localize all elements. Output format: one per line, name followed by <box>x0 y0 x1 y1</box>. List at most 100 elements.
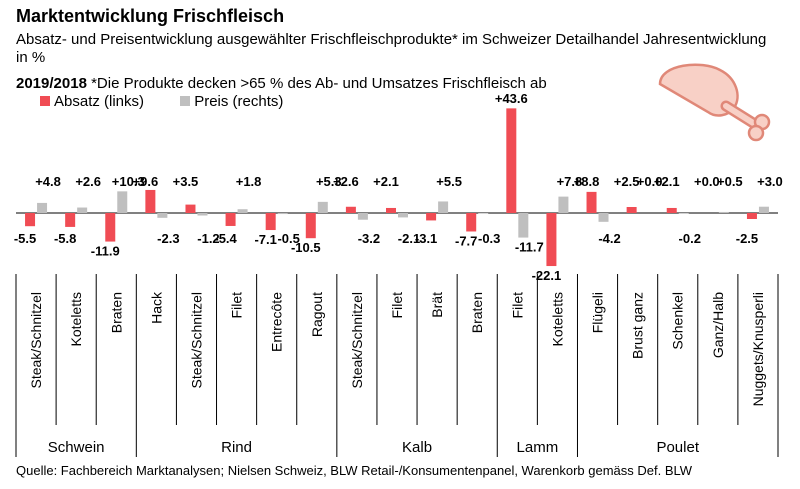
bar-preis-14 <box>598 213 609 222</box>
data-label-preis-6: -0.5 <box>277 231 299 246</box>
data-label-absatz-3: +9.6 <box>133 174 159 189</box>
category-label-6: Entrecôte <box>269 292 285 352</box>
data-label-absatz-11: -7.7 <box>455 233 477 248</box>
bar-absatz-11 <box>466 213 477 232</box>
bar-absatz-16 <box>666 207 677 213</box>
data-label-absatz-7: -10.5 <box>291 240 321 255</box>
legend-item-absatz: Absatz (links) <box>40 93 144 110</box>
group-label-2: Kalb <box>402 439 432 456</box>
bar-absatz-15 <box>626 207 637 213</box>
bar-preis-7 <box>317 201 328 213</box>
chart-legend: Absatz (links) Preis (rechts) <box>40 93 315 110</box>
data-label-preis-10: +5.5 <box>436 174 462 189</box>
data-label-preis-0: +4.8 <box>35 174 61 189</box>
bar-absatz-0 <box>25 213 36 227</box>
data-label-preis-16: -0.2 <box>679 231 701 246</box>
data-label-preis-15: +0.0 <box>637 174 663 189</box>
period-line: 2019/2018 *Die Produkte decken >65 % des… <box>16 75 547 92</box>
data-label-absatz-13: -22.1 <box>532 268 562 283</box>
bar-absatz-6 <box>265 213 276 231</box>
bar-absatz-8 <box>345 206 356 213</box>
data-label-absatz-0: -5.5 <box>14 231 36 246</box>
category-label-16: Schenkel <box>670 292 686 350</box>
data-label-preis-9: -2.1 <box>398 231 420 246</box>
data-label-absatz-2: -11.9 <box>91 244 120 259</box>
data-label-absatz-6: -7.1 <box>254 232 276 247</box>
bar-absatz-7 <box>305 213 316 239</box>
category-label-8: Steak/Schnitzel <box>349 292 365 389</box>
category-label-18: Nuggets/Knusperli <box>750 292 766 406</box>
source-note: Quelle: Fachbereich Marktanalysen; Niels… <box>16 463 693 478</box>
data-label-preis-14: -4.2 <box>598 231 620 246</box>
bar-preis-17 <box>718 211 729 213</box>
bar-preis-4 <box>197 213 208 216</box>
data-label-preis-3: -2.3 <box>157 231 179 246</box>
period-label: 2019/2018 <box>16 75 87 92</box>
bar-absatz-3 <box>145 189 156 213</box>
category-label-7: Ragout <box>309 292 325 337</box>
category-label-14: Flügeli <box>590 292 606 333</box>
data-label-preis-4: -1.2 <box>197 231 219 246</box>
group-label-3: Lamm <box>517 439 559 456</box>
legend-swatch-preis <box>180 96 191 106</box>
data-label-preis-5: +1.8 <box>236 174 262 189</box>
bar-absatz-9 <box>386 207 396 213</box>
data-label-preis-8: -3.2 <box>358 231 380 246</box>
bar-absatz-4 <box>185 204 196 213</box>
category-label-13: Koteletts <box>549 292 565 346</box>
data-label-absatz-17: +0.0 <box>694 174 720 189</box>
data-label-preis-18: +3.0 <box>757 174 783 189</box>
category-label-3: Hack <box>148 291 164 324</box>
bar-preis-8 <box>357 213 368 220</box>
category-label-15: Brust ganz <box>630 292 646 359</box>
data-label-preis-1: +2.6 <box>75 174 101 189</box>
bar-preis-18 <box>758 206 769 213</box>
bar-absatz-1 <box>65 213 76 227</box>
data-label-absatz-8: +2.6 <box>333 174 359 189</box>
bar-preis-0 <box>37 202 48 213</box>
bar-absatz-18 <box>746 213 757 219</box>
bar-preis-1 <box>77 207 88 213</box>
coverage-note: *Die Produkte decken >65 % des Ab- und U… <box>91 75 547 92</box>
bar-absatz-2 <box>105 213 116 242</box>
bar-preis-13 <box>558 196 569 213</box>
data-label-absatz-15: +2.5 <box>614 174 640 189</box>
bar-preis-10 <box>438 201 449 213</box>
legend-swatch-absatz <box>40 96 50 106</box>
data-label-preis-13: +7.8 <box>557 174 583 189</box>
bar-absatz-5 <box>225 213 236 226</box>
bar-absatz-13 <box>546 213 557 267</box>
group-label-1: Rind <box>221 439 252 456</box>
data-label-absatz-1: -5.8 <box>54 231 76 246</box>
group-label-4: Poulet <box>656 439 699 456</box>
data-label-preis-12: -11.7 <box>515 240 544 255</box>
bar-absatz-10 <box>426 213 437 221</box>
bar-preis-3 <box>157 213 168 218</box>
bar-absatz-12 <box>506 108 517 213</box>
category-label-1: Koteletts <box>68 292 84 346</box>
data-label-preis-7: +5.3 <box>316 174 342 189</box>
category-label-2: Braten <box>108 292 124 333</box>
category-label-5: Filet <box>229 292 245 319</box>
data-label-preis-11: -0.3 <box>478 231 500 246</box>
chart-title: Marktentwicklung Frischfleisch <box>16 6 285 26</box>
bar-preis-12 <box>518 213 529 238</box>
legend-item-preis: Preis (rechts) <box>180 93 283 110</box>
category-label-11: Braten <box>469 292 485 333</box>
legend-label-preis: Preis (rechts) <box>194 93 284 110</box>
group-label-0: Schwein <box>48 439 105 456</box>
category-label-10: Brät <box>429 292 445 318</box>
bar-preis-2 <box>117 191 128 213</box>
data-label-absatz-16: +2.1 <box>654 174 680 189</box>
category-label-4: Steak/Schnitzel <box>188 292 204 389</box>
bar-preis-9 <box>398 213 408 218</box>
data-label-absatz-10: -3.1 <box>415 231 437 246</box>
category-label-12: Filet <box>509 292 525 319</box>
chart-subtitle: Absatz- und Preisentwicklung ausgewählte… <box>16 31 767 66</box>
data-label-absatz-14: +8.8 <box>574 174 600 189</box>
chicken-leg-icon <box>658 63 771 142</box>
bar-preis-5 <box>237 209 248 213</box>
bar-preis-11 <box>478 213 489 214</box>
data-label-absatz-4: +3.5 <box>173 174 199 189</box>
data-label-absatz-18: -2.5 <box>736 231 758 246</box>
